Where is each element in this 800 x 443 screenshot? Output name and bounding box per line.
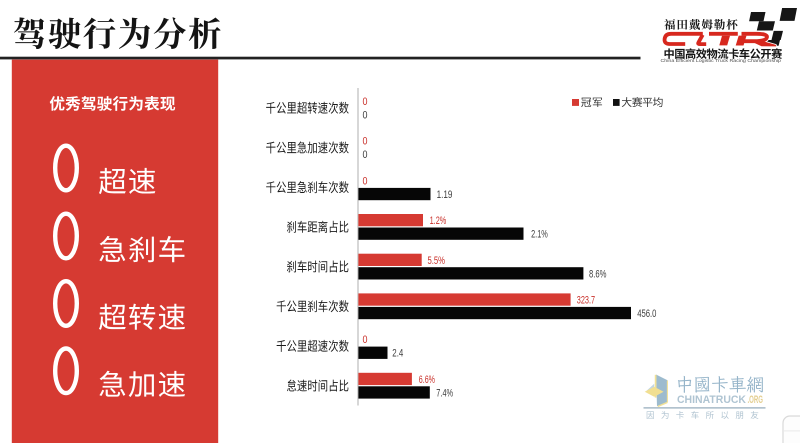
svg-text:7.4%: 7.4% xyxy=(436,387,453,399)
svg-text:2.4: 2.4 xyxy=(392,348,403,360)
svg-text:0: 0 xyxy=(363,175,368,187)
svg-text:0: 0 xyxy=(363,110,368,122)
svg-text:0: 0 xyxy=(363,149,368,161)
svg-text:6.6%: 6.6% xyxy=(419,374,435,386)
svg-text:CHINATRUCK: CHINATRUCK xyxy=(677,394,747,406)
svg-text:0: 0 xyxy=(363,334,368,346)
svg-text:.ORG: .ORG xyxy=(748,394,764,406)
svg-text:0: 0 xyxy=(363,136,368,148)
svg-text:1.2%: 1.2% xyxy=(430,215,447,227)
svg-text:2.1%: 2.1% xyxy=(531,229,548,241)
svg-text:0: 0 xyxy=(363,96,368,108)
svg-text:456.0: 456.0 xyxy=(637,308,656,320)
svg-text:1.19: 1.19 xyxy=(437,189,453,201)
svg-text:5.5%: 5.5% xyxy=(428,255,446,267)
svg-text:China Efficient Logistic Truck: China Efficient Logistic Truck Racing Ch… xyxy=(661,58,782,63)
svg-text:8.6%: 8.6% xyxy=(589,268,607,280)
svg-text:323.7: 323.7 xyxy=(577,294,595,306)
